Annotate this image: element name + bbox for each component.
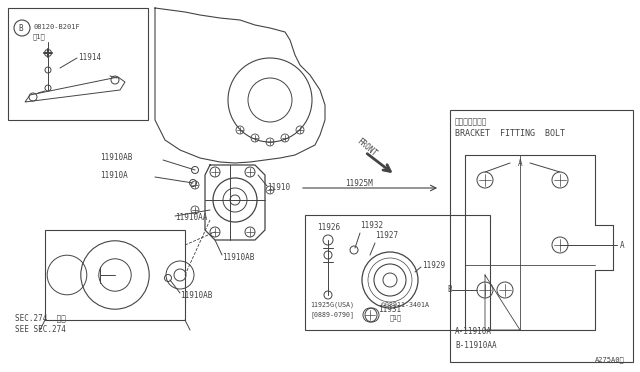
Text: 11910AA: 11910AA	[175, 214, 207, 222]
Text: ©08911-3401A: ©08911-3401A	[381, 302, 429, 308]
Text: 11910A: 11910A	[100, 170, 128, 180]
Text: FRONT: FRONT	[355, 137, 378, 159]
Text: A-11910A: A-11910A	[455, 327, 492, 337]
Bar	[450, 110, 633, 362]
Text: B-11910AA: B-11910AA	[455, 340, 497, 350]
Text: 11931: 11931	[378, 305, 401, 314]
Text: A: A	[620, 241, 625, 250]
Text: BRACKET  FITTING  BOLT: BRACKET FITTING BOLT	[455, 129, 565, 138]
Text: ボルト取付要領: ボルト取付要領	[455, 118, 488, 126]
Text: 11910AB: 11910AB	[222, 253, 254, 263]
Text: [0889-0790]: [0889-0790]	[310, 312, 354, 318]
Text: B: B	[19, 24, 23, 33]
Text: 11926: 11926	[317, 224, 340, 232]
Text: 11927: 11927	[375, 231, 398, 240]
Text: 11925G(USA): 11925G(USA)	[310, 302, 354, 308]
Text: 11929: 11929	[422, 260, 445, 269]
Text: SEC.274  参図: SEC.274 参図	[15, 314, 66, 323]
Text: 11910AB: 11910AB	[100, 154, 132, 163]
Bar	[8, 8, 148, 120]
Text: 11910AB: 11910AB	[180, 291, 212, 299]
Text: A275A0Ⅱ: A275A0Ⅱ	[595, 357, 625, 363]
Text: 11932: 11932	[360, 221, 383, 230]
Bar	[45, 230, 185, 320]
Bar	[305, 215, 490, 330]
Text: A: A	[518, 158, 522, 167]
Text: （1）: （1）	[390, 315, 402, 321]
Text: B: B	[447, 285, 452, 295]
Text: 11910: 11910	[267, 183, 290, 192]
Text: 11914: 11914	[78, 54, 101, 62]
Text: SEE SEC.274: SEE SEC.274	[15, 326, 66, 334]
Text: 08120-B201F: 08120-B201F	[33, 24, 80, 30]
Polygon shape	[25, 77, 125, 102]
Text: （1）: （1）	[33, 34, 45, 40]
Text: 11925M: 11925M	[345, 179, 372, 187]
